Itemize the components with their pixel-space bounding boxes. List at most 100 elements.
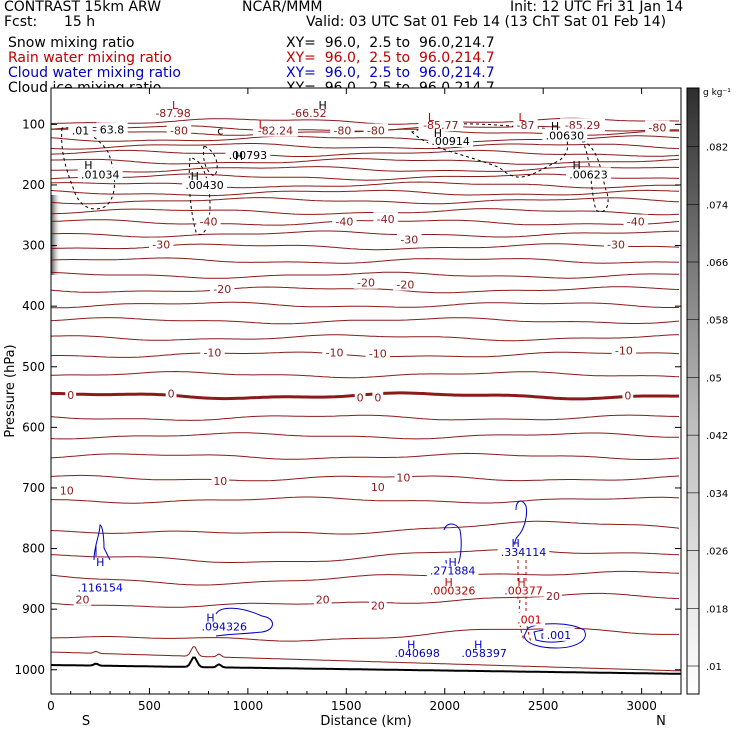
y-tick-label: 300 xyxy=(22,239,45,253)
south-label: S xyxy=(82,714,90,729)
isotherm-label: -30 xyxy=(152,239,170,252)
x-tick-label: 1000 xyxy=(233,699,264,713)
isotherm-label-bg xyxy=(322,345,347,359)
y-tick-label: 1000 xyxy=(14,663,45,677)
cloud-water-contour xyxy=(514,500,527,553)
isotherm-label: -20 xyxy=(213,283,231,296)
extremum-marker: H xyxy=(573,159,581,172)
maximum-value-label: .00914 xyxy=(431,135,470,148)
institution-label: NCAR/MMM xyxy=(242,0,323,15)
isotherm-label-bg xyxy=(73,592,92,606)
isotherm-label-bg xyxy=(200,345,225,359)
isotherm-label-bg xyxy=(149,237,174,251)
maximum-value-label: .000326 xyxy=(430,585,476,598)
north-label: N xyxy=(656,714,666,729)
isotherm-label-bg xyxy=(150,106,196,120)
extremum-marker: H xyxy=(448,556,456,569)
maximum-value-label: .01 xyxy=(72,125,90,138)
maximum-value-label: .001 xyxy=(517,614,542,627)
maximum-value-label-bg xyxy=(458,646,510,660)
maximum-value-label-bg xyxy=(428,133,474,147)
isotherm-line xyxy=(50,414,680,421)
isotherm-label-bg xyxy=(369,479,387,493)
colorbar-tick-label: .082 xyxy=(706,143,728,154)
maximum-value-label-bg xyxy=(513,612,546,626)
field-xy-snow: XY= 96.0, 2.5 to 96.0,214.7 xyxy=(286,35,495,51)
field-name-snow: Snow mixing ratio xyxy=(8,35,135,51)
maximum-value-label: .001 xyxy=(547,629,572,642)
isotherm-label: 0 xyxy=(374,391,381,404)
isotherm-line xyxy=(50,334,680,342)
y-tick-label: 400 xyxy=(22,299,45,313)
cloud-water-contour xyxy=(93,524,111,561)
isotherm-label-bg xyxy=(363,123,389,137)
isotherm-label-bg xyxy=(196,214,221,228)
isotherm-label: -40 xyxy=(335,216,353,229)
maximum-value-label: .058397 xyxy=(461,647,507,660)
x-tick-label: 2000 xyxy=(429,699,460,713)
x-axis-label: Distance (km) xyxy=(320,714,411,729)
isotherm-label-bg xyxy=(623,214,648,228)
surface-line xyxy=(51,656,681,675)
isotherm-line xyxy=(50,317,680,325)
isotherm-line xyxy=(51,301,680,309)
maximum-value-label: .040698 xyxy=(394,647,440,660)
colorbar-tick-label: .074 xyxy=(706,200,728,211)
maximum-value-label: .271884 xyxy=(430,565,476,578)
isotherm-label: 0 xyxy=(67,389,74,402)
isotherm-label: -66.52 xyxy=(291,107,326,120)
isotherm-line xyxy=(50,149,680,157)
isotherm-label-bg xyxy=(544,589,562,603)
maximum-value-label-bg xyxy=(497,544,550,558)
colorbar-tick-label: .034 xyxy=(706,489,728,500)
extremum-marker: H xyxy=(407,638,415,651)
isotherm-label: -10 xyxy=(615,345,633,358)
maximum-value-label-bg xyxy=(391,646,443,660)
isotherm-label: -30 xyxy=(400,234,418,247)
extremum-marker: H xyxy=(84,159,92,172)
isotherm-label: 0 xyxy=(168,388,175,401)
isotherm-label: -87 xyxy=(516,119,534,132)
isotherm-label: -10 xyxy=(203,346,221,359)
x-tick-label: 3000 xyxy=(626,699,657,713)
isotherm-label-bg xyxy=(365,346,391,360)
isotherm-line xyxy=(50,271,679,279)
isotherm-line xyxy=(50,432,679,440)
isotherm-label-bg xyxy=(369,598,387,612)
y-tick-label: 500 xyxy=(22,360,45,374)
maximum-value-label-bg xyxy=(543,627,575,641)
isotherm-label-bg xyxy=(286,106,332,120)
isotherm-label-bg xyxy=(65,387,77,401)
field-xy-rain: XY= 96.0, 2.5 to 96.0,214.7 xyxy=(286,50,495,66)
shaded-snow-region xyxy=(51,195,61,275)
colorbar-tick-label: .018 xyxy=(706,604,728,615)
cloud-water-contour xyxy=(215,607,273,637)
isotherm-line xyxy=(50,549,680,563)
isotherm-label-bg xyxy=(513,118,538,132)
isotherm-label-bg xyxy=(57,483,76,497)
maximum-value-label: .00630 xyxy=(546,129,585,142)
extremum-marker: c xyxy=(217,124,223,137)
x-tick-label: 500 xyxy=(138,699,161,713)
isotherm-label-bg xyxy=(330,123,355,137)
isotherm-line xyxy=(50,189,680,197)
isotherm-label: -30 xyxy=(607,239,625,252)
isotherm-label: -80 xyxy=(367,125,385,138)
isotherm-label: 10 xyxy=(213,475,227,488)
isotherm-label-bg xyxy=(372,390,384,404)
plot-background xyxy=(51,88,681,694)
isotherm-line xyxy=(50,351,680,358)
init-time: Init: 12 UTC Fri 31 Jan 14 xyxy=(510,0,684,15)
x-tick-label: 2500 xyxy=(528,699,559,713)
y-tick-label: 200 xyxy=(22,178,45,192)
isotherm-label: -40 xyxy=(200,216,218,229)
y-tick-label: 600 xyxy=(22,420,45,434)
isotherm-label-bg xyxy=(313,592,332,606)
isotherm-label: 10 xyxy=(60,485,74,498)
isotherm-label-bg xyxy=(393,277,418,291)
extremum-marker: H xyxy=(319,99,327,112)
extremum-marker: L xyxy=(518,111,525,124)
isotherm-label: -10 xyxy=(326,346,344,359)
isotherm-line xyxy=(50,592,680,608)
colorbar-unit-label: g kg⁻¹ xyxy=(703,88,731,98)
